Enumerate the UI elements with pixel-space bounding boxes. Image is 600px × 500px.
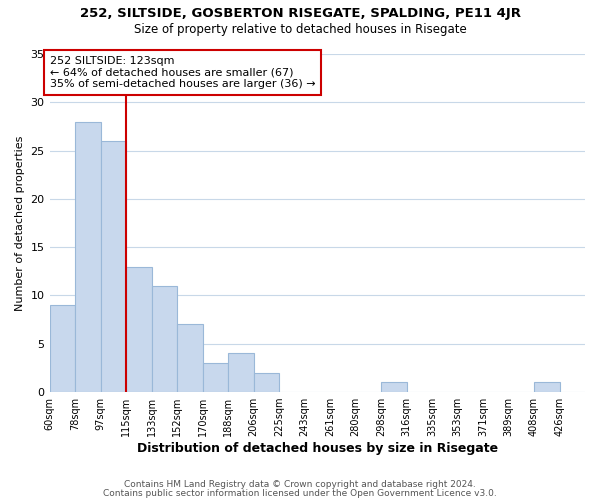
Text: 252, SILTSIDE, GOSBERTON RISEGATE, SPALDING, PE11 4JR: 252, SILTSIDE, GOSBERTON RISEGATE, SPALD… [79,8,521,20]
Bar [177,324,203,392]
Bar [101,141,126,392]
Text: Size of property relative to detached houses in Risegate: Size of property relative to detached ho… [134,22,466,36]
Bar [254,373,279,392]
X-axis label: Distribution of detached houses by size in Risegate: Distribution of detached houses by size … [137,442,498,455]
Bar [50,305,75,392]
Bar [75,122,101,392]
Bar [203,363,228,392]
Y-axis label: Number of detached properties: Number of detached properties [15,136,25,310]
Bar [381,382,407,392]
Text: Contains public sector information licensed under the Open Government Licence v3: Contains public sector information licen… [103,488,497,498]
Bar [534,382,560,392]
Bar [228,354,254,392]
Text: Contains HM Land Registry data © Crown copyright and database right 2024.: Contains HM Land Registry data © Crown c… [124,480,476,489]
Bar [152,286,177,392]
Text: 252 SILTSIDE: 123sqm
← 64% of detached houses are smaller (67)
35% of semi-detac: 252 SILTSIDE: 123sqm ← 64% of detached h… [50,56,316,89]
Bar [126,266,152,392]
